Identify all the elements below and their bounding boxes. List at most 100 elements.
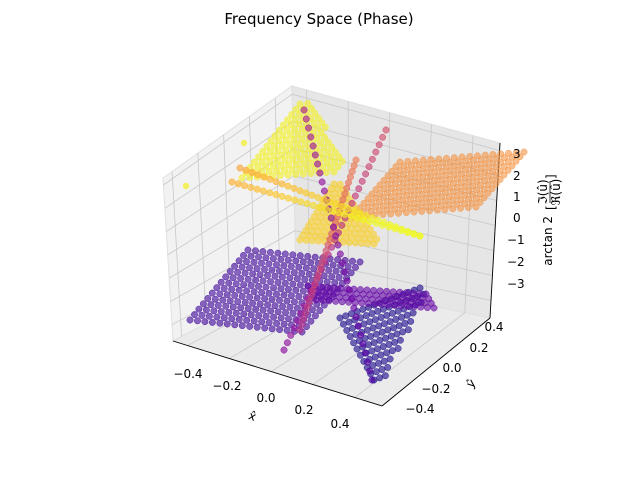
scatter-point-front-left-plane [287,262,295,270]
scatter-point-strand [368,155,376,163]
scatter-point-back-left-plane [262,162,270,170]
scatter-point-back-left-plane [304,155,312,163]
scatter-point-front-right-plane [390,324,398,332]
scatter-point-back-left-plane [255,153,263,161]
scatter-point-strand [330,223,337,231]
gridline [163,93,293,186]
scatter-point-back-left-plane [317,129,325,137]
scatter-point-front-left-plane [268,266,276,274]
scatter-point-front-left-plane [243,258,250,266]
scatter-point-strand [410,230,418,238]
scatter-point-back-left-plane [275,137,283,144]
scatter-point-front-left-plane [244,305,252,313]
scatter-point-back-left-plane [314,124,322,132]
scatter-point-front-left-plane [329,261,337,269]
scatter-point-right-axis-strip [330,284,338,292]
scatter-point-back-left-plane [331,148,339,156]
scatter-point-front-left-plane [216,290,224,298]
scatter-point-front-left-plane [229,274,237,282]
scatter-point-right-axis-strip [396,288,404,296]
y-tick-label: 0.4 [484,320,503,334]
scatter-point-strand [352,313,360,321]
scatter-point-front-right-plane [336,314,344,322]
scatter-point-strand [259,187,267,195]
z-tick-label: −2 [507,255,525,269]
scatter-point-front-right-plane [374,345,381,353]
gridline [425,124,432,305]
scatter-point-front-left-plane [249,270,257,278]
scatter-point-strand [228,178,236,186]
scatter-point-strand [241,182,248,190]
scatter-point-front-left-plane [299,287,307,295]
scatter-point-front-right-plane [409,309,417,317]
scatter-point-back-left-plane [291,115,299,123]
scatter-point-back-left-plane [276,172,284,179]
scatter-point-back-right-plane [412,157,419,165]
scatter-point-strand [318,258,326,266]
scatter-point-front-left-plane [295,293,303,300]
scatter-point-front-right-plane [343,326,351,334]
scatter-point-front-left-plane [311,253,319,261]
scatter-point-strand [308,191,316,199]
z-tick-label: 2 [513,169,521,183]
scatter-point-strand [345,179,352,187]
scatter-point-front-right-plane [342,312,350,320]
scatter-point-front-right-plane [368,347,376,355]
scatter-point-right-axis-strip [356,286,364,294]
scatter-point-back-left-plane [320,144,328,152]
scatter-point-strand [382,126,390,134]
scatter-point-back-left-plane [295,110,303,118]
scatter-point-front-left-plane [237,275,245,282]
scatter-point-strand [372,219,380,227]
scatter-point-strand [352,156,360,164]
scatter-point-back-left-plane [328,143,336,151]
scatter-point-front-left-plane [238,292,246,300]
scatter-point-front-left-plane [349,257,356,265]
scatter-point-strand [305,124,312,132]
scatter-point-strand [305,298,313,306]
scatter-point-front-right-plane [376,374,384,382]
scatter-point-front-left-plane [264,272,271,279]
scatter-point-front-left-plane [250,258,258,266]
scatter-point-back-right-plane [512,149,520,157]
scatter-point-front-left-plane [256,300,264,308]
scatter-point-right-axis-strip [363,286,371,294]
scatter-point-back-left-plane [296,165,304,173]
scatter-point-front-left-plane [235,257,243,265]
scatter-point-front-left-plane [208,289,216,297]
scatter-point-strand [291,196,299,204]
scatter-point-back-right-plane [481,151,489,159]
scatter-point-strand [416,232,424,240]
scatter-point-front-right-plane [373,330,380,338]
scatter-point-front-left-plane [307,317,315,325]
scatter-point-back-left-plane [278,141,286,149]
scatter-point-back-right-plane [458,153,466,161]
z-axis-label-numerator: ℑ(û) [536,179,550,204]
scatter-point-strand [346,173,354,181]
scatter-point-front-left-plane [287,292,295,300]
scatter-point-front-left-plane [274,249,282,257]
scatter-point-strand [254,171,262,179]
scatter-point-front-left-plane [228,315,236,323]
scatter-point-back-left-plane [287,131,294,139]
z-axis-label-prefix: arctan 2 [541,216,555,266]
scatter-point-front-left-plane [210,307,218,315]
scatter-point-strand [283,339,291,347]
scatter-point-back-left-plane [273,167,281,175]
scatter-point-front-left-plane [290,298,298,306]
scatter-point-front-left-plane [226,268,234,275]
scatter-point-back-left-plane [327,153,335,161]
scatter-point-strand [341,210,349,218]
scatter-point-front-right-plane [384,326,392,334]
scatter-point-front-left-plane [222,273,230,281]
scatter-point-front-right-plane [386,318,394,326]
scatter-point-back-left-plane [259,148,267,156]
scatter-point-front-left-plane [258,318,266,326]
scatter-point-back-left-plane [250,158,258,166]
scatter-point-strand [311,151,319,159]
scatter-point-front-left-plane [252,247,259,255]
scatter-point-front-left-plane [247,282,255,289]
scatter-point-strand [343,277,351,285]
scatter-point-strand [391,225,399,233]
scatter-point-back-left-plane [298,135,306,143]
